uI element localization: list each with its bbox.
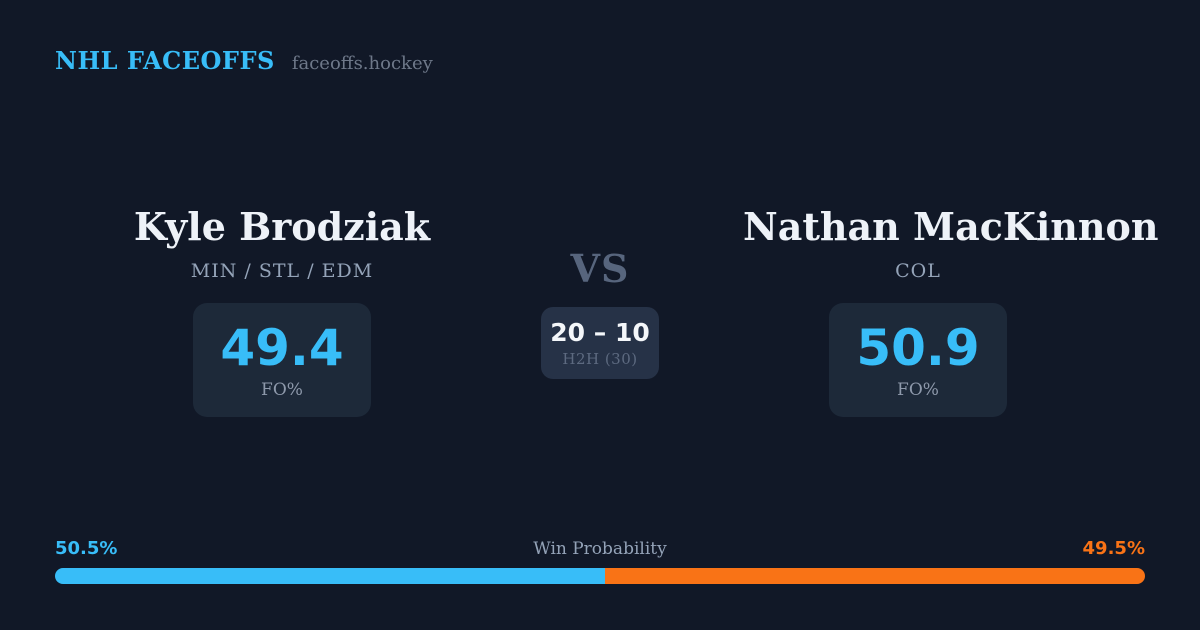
- right-player-fo-label: FO%: [897, 380, 939, 400]
- versus-section: VS 20 – 10 H2H (30): [490, 247, 710, 379]
- win-probability-bar: [55, 568, 1145, 584]
- win-probability-bar-right-segment: [605, 568, 1145, 584]
- left-player-fo-value: 49.4: [220, 319, 344, 377]
- left-player-section: Kyle Brodziak MIN / STL / EDM 49.4 FO%: [107, 203, 457, 417]
- right-player-fo-value: 50.9: [856, 319, 980, 377]
- right-player-name: Nathan MacKinnon: [743, 204, 1159, 249]
- vs-label: VS: [570, 246, 630, 291]
- right-win-probability-value: 49.5%: [1082, 538, 1145, 559]
- left-player-fo-label: FO%: [261, 380, 303, 400]
- left-player-fo-card: 49.4 FO%: [193, 303, 371, 417]
- left-win-probability-value: 50.5%: [55, 538, 118, 559]
- h2h-card: 20 – 10 H2H (30): [541, 307, 659, 379]
- win-probability-labels: 50.5% Win Probability 49.5%: [55, 538, 1145, 559]
- h2h-label: H2H (30): [562, 350, 638, 368]
- header: NHL FACEOFFS faceoffs.hockey: [55, 46, 433, 75]
- left-player-name: Kyle Brodziak: [133, 204, 431, 249]
- brand-site-url: faceoffs.hockey: [291, 53, 433, 74]
- right-player-teams: COL: [895, 260, 941, 282]
- win-probability-title: Win Probability: [533, 539, 667, 559]
- win-probability-bar-left-segment: [55, 568, 606, 584]
- right-player-section: Nathan MacKinnon COL 50.9 FO%: [743, 203, 1159, 417]
- left-player-teams: MIN / STL / EDM: [190, 260, 374, 282]
- right-player-fo-card: 50.9 FO%: [829, 303, 1007, 417]
- brand-title: NHL FACEOFFS: [55, 46, 275, 75]
- h2h-score: 20 – 10: [550, 318, 650, 347]
